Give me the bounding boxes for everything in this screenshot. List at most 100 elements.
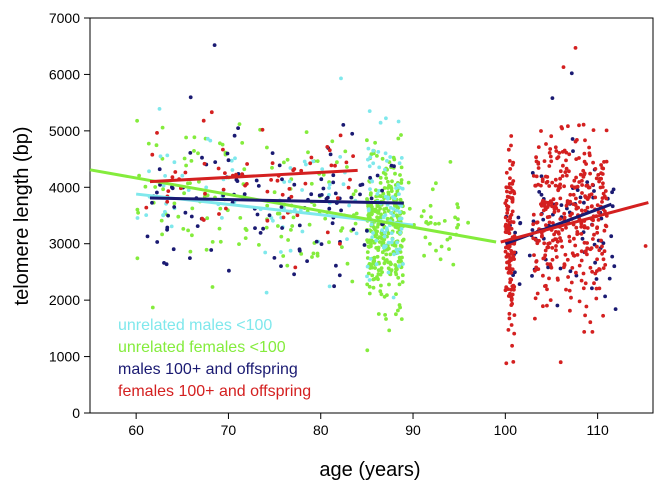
data-point xyxy=(368,155,373,160)
data-point xyxy=(227,268,231,273)
data-point xyxy=(350,131,355,136)
data-point xyxy=(536,166,541,170)
y-tick-label: 6000 xyxy=(49,66,80,82)
data-point xyxy=(504,185,509,190)
data-point xyxy=(407,206,412,211)
data-point xyxy=(534,259,539,264)
data-point xyxy=(396,136,401,141)
data-point xyxy=(508,278,513,282)
data-point xyxy=(558,176,562,181)
data-point xyxy=(299,252,304,256)
data-point xyxy=(375,173,380,178)
y-tick-label: 1000 xyxy=(49,349,80,365)
data-point xyxy=(377,165,382,170)
data-point xyxy=(161,187,166,192)
data-point xyxy=(589,246,594,251)
data-point xyxy=(540,179,545,184)
data-point xyxy=(555,156,559,161)
trend-line-4 xyxy=(500,201,649,244)
data-point xyxy=(394,272,399,277)
data-point xyxy=(554,230,558,234)
data-point xyxy=(543,174,548,179)
data-point xyxy=(551,197,556,202)
data-point xyxy=(564,166,569,171)
data-point xyxy=(584,304,589,309)
data-point xyxy=(218,206,223,211)
data-point xyxy=(367,284,372,289)
data-point xyxy=(573,185,578,190)
data-point xyxy=(509,323,514,327)
data-point xyxy=(295,213,300,218)
data-point xyxy=(587,145,591,150)
data-point xyxy=(188,181,192,186)
data-point xyxy=(378,181,383,185)
data-point xyxy=(573,203,578,208)
data-point xyxy=(182,156,187,161)
data-point xyxy=(242,167,247,172)
data-point xyxy=(512,257,516,261)
data-point xyxy=(587,195,591,200)
data-point xyxy=(612,264,617,269)
data-point xyxy=(290,224,295,228)
data-point xyxy=(511,179,516,183)
data-point xyxy=(264,290,269,295)
data-point xyxy=(558,196,563,201)
data-point xyxy=(541,256,546,261)
y-tick-label: 7000 xyxy=(49,10,80,26)
data-point xyxy=(269,216,274,220)
data-point xyxy=(232,133,237,138)
data-point xyxy=(466,220,470,225)
data-point xyxy=(532,253,536,257)
legend-entry: unrelated females <100 xyxy=(118,339,286,356)
data-point xyxy=(547,276,551,281)
legend-entry: females 100+ and offspring xyxy=(118,383,311,400)
data-point xyxy=(367,291,372,296)
data-point xyxy=(311,159,316,164)
data-point xyxy=(579,232,584,236)
data-point xyxy=(548,263,553,268)
data-point xyxy=(569,71,574,76)
data-point xyxy=(585,180,590,185)
data-point xyxy=(578,200,582,204)
data-point xyxy=(338,155,343,159)
data-point xyxy=(572,178,577,183)
data-point xyxy=(511,286,516,290)
data-point xyxy=(545,215,550,220)
data-point xyxy=(216,166,221,171)
data-point xyxy=(170,186,175,191)
data-point xyxy=(135,256,140,261)
data-point xyxy=(368,187,372,192)
data-point xyxy=(399,178,404,182)
data-point xyxy=(574,196,578,201)
data-point xyxy=(393,171,397,176)
data-point xyxy=(565,206,569,211)
data-point xyxy=(161,213,166,218)
y-axis-ticks: 0 1000 2000 3000 4000 5000 6000 7000 xyxy=(49,10,90,421)
data-point xyxy=(539,212,544,217)
data-point xyxy=(218,141,222,146)
data-point xyxy=(601,266,606,270)
data-point xyxy=(372,258,376,262)
data-point xyxy=(332,284,336,289)
data-point xyxy=(541,273,545,278)
data-point xyxy=(590,182,595,187)
data-point xyxy=(601,181,605,186)
trend-line-4 xyxy=(149,168,358,184)
data-point xyxy=(297,248,302,253)
data-point xyxy=(583,208,588,213)
data-point xyxy=(398,185,402,190)
data-point xyxy=(237,242,241,247)
data-point xyxy=(351,227,356,232)
data-point xyxy=(382,244,387,249)
data-point xyxy=(254,178,259,183)
data-point xyxy=(147,169,151,174)
data-point xyxy=(369,191,373,196)
data-point xyxy=(169,224,174,229)
data-point xyxy=(378,289,383,294)
data-point xyxy=(511,360,516,364)
data-point xyxy=(340,245,344,250)
data-point xyxy=(344,160,349,165)
data-point xyxy=(562,148,567,153)
data-point xyxy=(558,266,563,271)
data-point xyxy=(508,256,512,260)
